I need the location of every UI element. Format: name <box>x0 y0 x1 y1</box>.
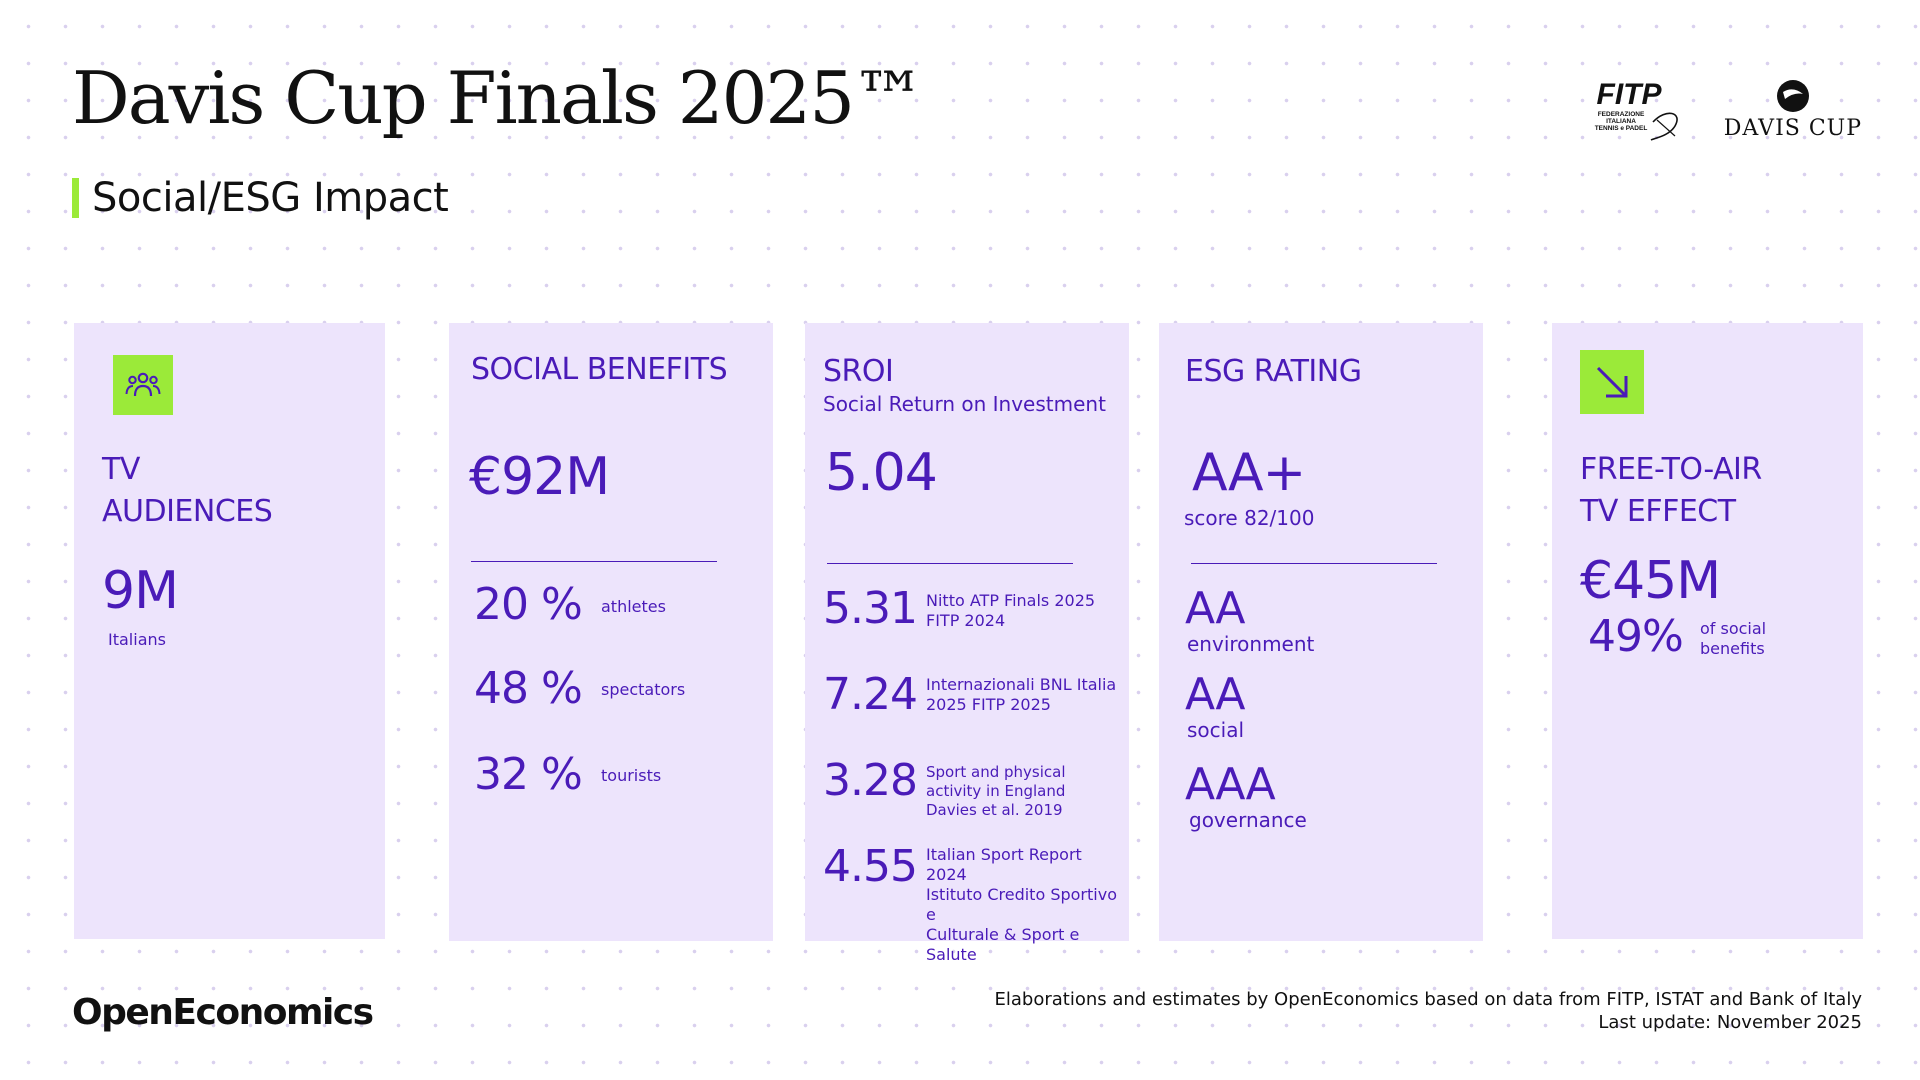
free-to-air-heading-line1: FREE-TO-AIR <box>1580 452 1762 487</box>
svg-text:TENNIS e PADEL: TENNIS e PADEL <box>1594 125 1647 132</box>
free-to-air-value: €45M <box>1580 551 1721 611</box>
fitp-logo-text: FITP <box>1596 78 1662 111</box>
page-subtitle: Social/ESG Impact <box>92 175 449 221</box>
page-title: Davis Cup Finals 2025™ <box>72 56 925 140</box>
sroi-comparison-value: 4.55 <box>823 841 918 892</box>
free-to-air-pct: 49% <box>1588 611 1684 662</box>
arrow-down-right-icon <box>1580 350 1644 414</box>
benefit-pct: 48 % <box>474 663 583 714</box>
sroi-comparison-value: 5.31 <box>823 583 918 634</box>
people-group-icon <box>113 355 173 415</box>
openeconomics-logo: OpenEconomics <box>72 992 374 1033</box>
esg-component-label: governance <box>1189 808 1307 832</box>
tv-audiences-unit: Italians <box>108 630 166 649</box>
divider <box>1191 563 1437 564</box>
benefit-pct: 32 % <box>474 749 583 800</box>
esg-component-rating: AA <box>1185 583 1245 634</box>
esg-score: score 82/100 <box>1184 506 1315 530</box>
benefit-label: spectators <box>601 680 686 699</box>
source-text: Elaborations and estimates by OpenEconom… <box>994 989 1863 1010</box>
divider <box>827 563 1073 564</box>
tv-audiences-card: TV AUDIENCES 9M Italians <box>74 323 385 939</box>
esg-rating-card: ESG RATING AA+ score 82/100 AA environme… <box>1159 323 1483 941</box>
sroi-card: SROI Social Return on Investment 5.04 5.… <box>805 323 1129 964</box>
sroi-comparison-value: 7.24 <box>823 669 918 720</box>
esg-rating-heading: ESG RATING <box>1185 354 1362 389</box>
divider <box>471 561 717 562</box>
benefit-pct: 20 % <box>474 579 583 630</box>
sroi-subheading: Social Return on Investment <box>823 392 1106 416</box>
davis-cup-mark-icon <box>1776 80 1809 112</box>
sroi-comparison-value: 3.28 <box>823 755 918 806</box>
source-note: Elaborations and estimates by OpenEconom… <box>995 988 1863 1035</box>
fitp-logo: FITP FEDERAZIONE ITALIANA TENNIS e PADEL <box>1594 78 1678 141</box>
sroi-comparison-source: Nitto ATP Finals 2025 FITP 2024 <box>926 591 1096 630</box>
sroi-heading: SROI <box>823 354 894 389</box>
last-update: Last update: November 2025 <box>1598 1012 1862 1034</box>
benefit-label: tourists <box>601 766 662 785</box>
sroi-comparison-source: Internazionali BNL Italia 2025 FITP 2025 <box>926 675 1117 714</box>
esg-component-label: environment <box>1187 632 1315 656</box>
esg-rating-value: AA+ <box>1192 443 1306 503</box>
benefit-label: athletes <box>601 597 666 616</box>
svg-text:ITALIANA: ITALIANA <box>1606 118 1636 125</box>
subtitle-accent-bar <box>72 178 79 218</box>
social-benefits-heading: SOCIAL BENEFITS <box>471 352 728 387</box>
esg-component-rating: AA <box>1185 669 1245 720</box>
svg-text:FEDERAZIONE: FEDERAZIONE <box>1597 111 1644 118</box>
partner-logos: FITP FEDERAZIONE ITALIANA TENNIS e PADEL… <box>1571 78 1862 144</box>
davis-cup-logo: DAVIS CUP <box>1724 78 1862 141</box>
tv-audiences-value: 9M <box>102 561 179 621</box>
social-benefits-card: SOCIAL BENEFITS €92M 20 % athletes 48 % … <box>449 323 773 941</box>
free-to-air-heading-line2: TV EFFECT <box>1580 494 1736 529</box>
esg-component-rating: AAA <box>1185 759 1276 810</box>
sroi-comparison-source: Italian Sport Report 2024 Istituto Credit… <box>926 845 1117 964</box>
free-to-air-pct-label: of social benefits <box>1700 619 1767 658</box>
tv-audiences-heading-line1: TV <box>102 452 140 487</box>
sroi-comparison-source: Sport and physical activity in England Da… <box>926 763 1066 819</box>
tv-audiences-heading-line2: AUDIENCES <box>102 494 273 529</box>
social-benefits-value: €92M <box>469 447 610 507</box>
davis-cup-logo-text: DAVIS CUP <box>1723 116 1862 141</box>
esg-component-label: social <box>1187 718 1245 742</box>
sroi-value: 5.04 <box>825 443 938 503</box>
free-to-air-card: FREE-TO-AIR TV EFFECT €45M 49% of social… <box>1552 323 1863 939</box>
